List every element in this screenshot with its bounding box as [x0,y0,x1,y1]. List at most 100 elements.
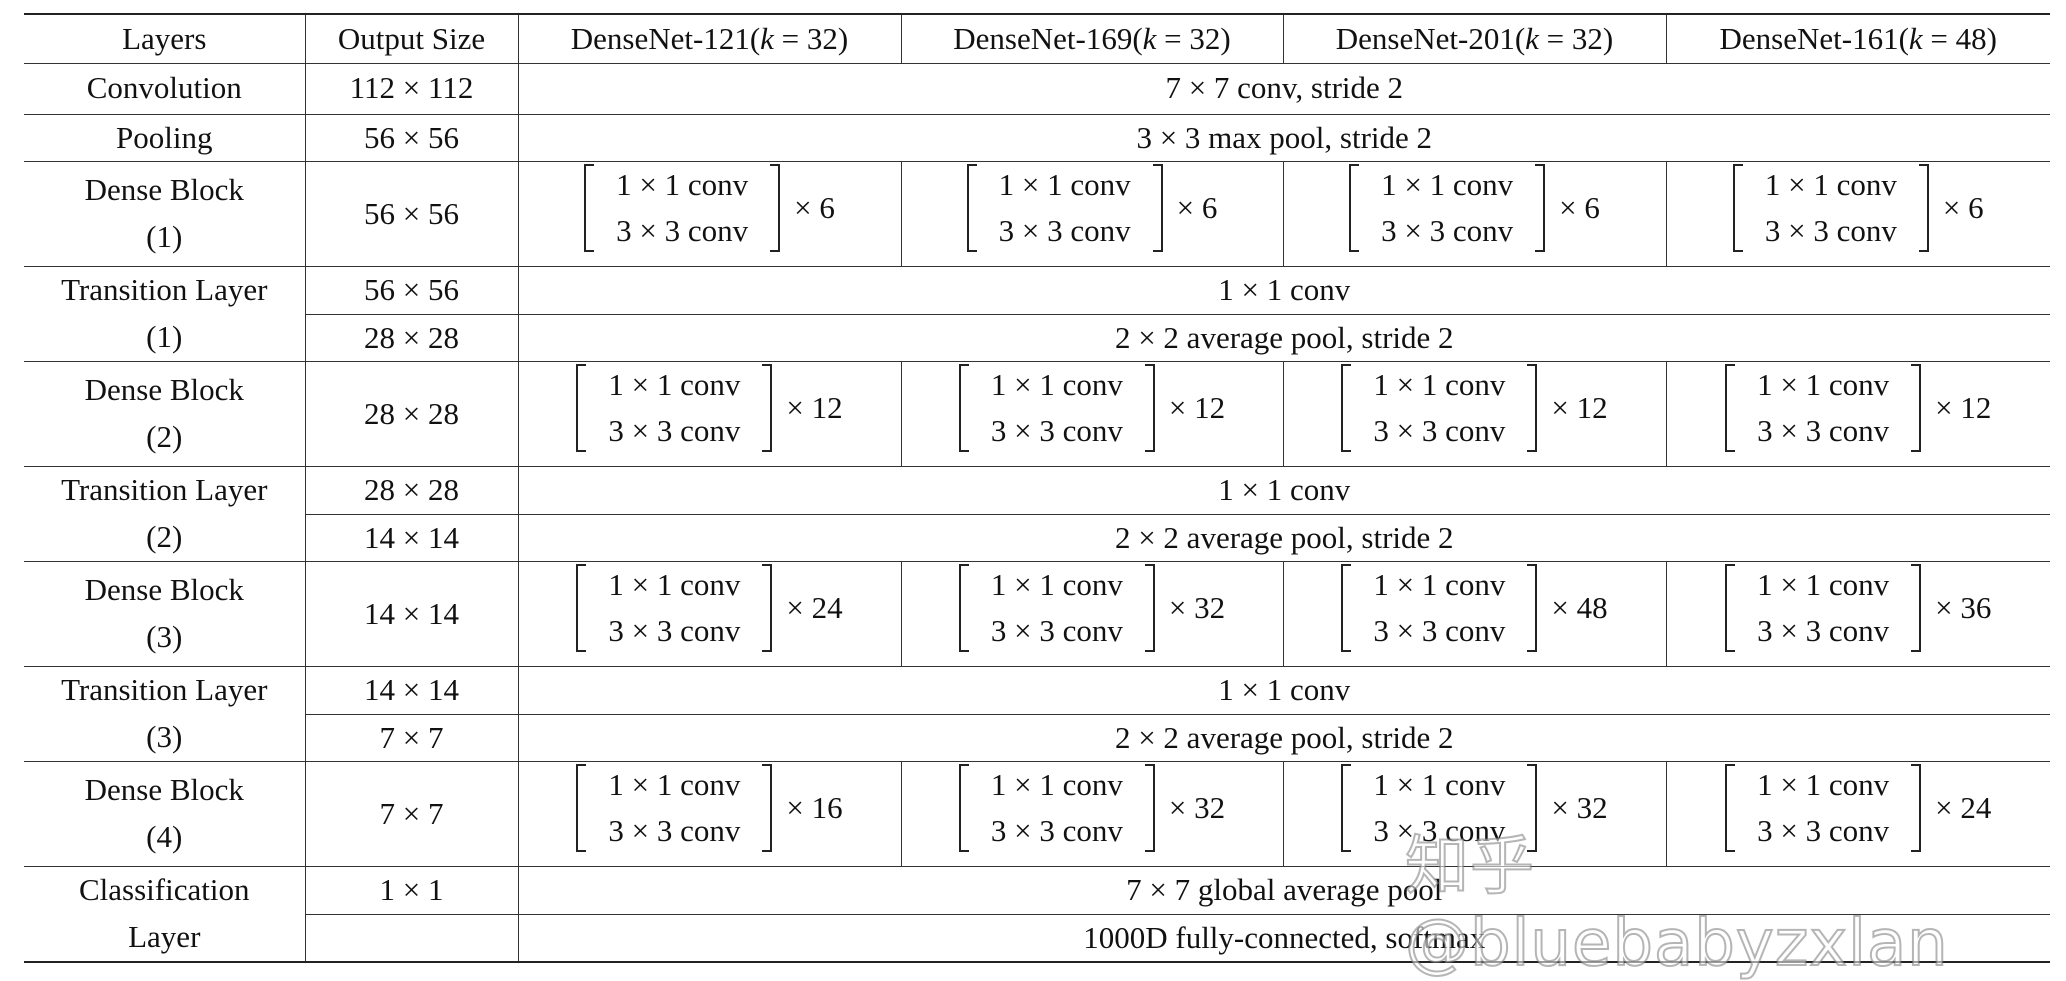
model-name: DenseNet-161 [1719,20,1899,56]
layer-name: (1) [24,314,306,362]
bracket-matrix: 1 × 1 conv 3 × 3 conv × 12 [1341,362,1608,454]
conv-3x3: 3 × 3 conv [1757,613,1890,648]
conv-1x1: 1 × 1 conv [608,567,741,602]
conv-1x1: 1 × 1 conv [990,367,1123,402]
layer-name-line: (4) [146,818,183,854]
repeat-count: × 48 [1551,589,1608,625]
output-size: 56 × 56 [304,161,519,267]
repeat-count: × 32 [1168,589,1226,625]
model-name: DenseNet-121 [570,20,750,56]
dense-block-config: 1 × 1 conv 3 × 3 conv × 12 [1282,361,1667,467]
right-bracket [1527,764,1538,852]
conv-3x3: 3 × 3 conv [608,813,741,848]
left-bracket [966,164,977,252]
header-model: DenseNet-121(k = 32) [517,13,902,64]
layer-name-line: (1) [146,218,183,254]
dense-block-config: 1 × 1 conv 3 × 3 conv × 6 [1282,161,1667,267]
repeat-count: × 24 [786,589,843,625]
layer-name: Dense Block (3) [24,561,306,667]
output-size: 28 × 28 [304,361,519,467]
matrix-entries: 1 × 1 conv 3 × 3 conv [586,762,762,854]
conv-3x3: 3 × 3 conv [990,613,1123,648]
bracket-matrix: 1 × 1 conv 3 × 3 conv × 48 [1341,562,1608,654]
dense-block-config: 1 × 1 conv 3 × 3 conv × 32 [900,561,1284,667]
output-size: 14 × 14 [304,513,519,562]
conv-3x3: 3 × 3 conv [608,613,741,648]
bracket-matrix: 1 × 1 conv 3 × 3 conv × 12 [576,362,843,454]
conv-3x3: 3 × 3 conv [990,413,1123,448]
bracket-matrix: 1 × 1 conv 3 × 3 conv × 12 [1725,362,1991,454]
bracket-matrix: 1 × 1 conv 3 × 3 conv × 6 [966,162,1217,254]
layer-name: Pooling [24,113,306,162]
conv-3x3: 3 × 3 conv [1757,413,1890,448]
layer-config: 7 × 7 global average pool [517,865,2050,915]
matrix-entries: 1 × 1 conv 3 × 3 conv [586,362,762,454]
left-bracket [1725,364,1736,452]
k-symbol: k [1525,20,1539,56]
right-bracket [1152,164,1163,252]
left-bracket [1349,164,1360,252]
right-bracket [770,164,781,252]
repeat-count: × 12 [1168,389,1226,425]
dense-block-config: 1 × 1 conv 3 × 3 conv × 6 [517,161,902,267]
dense-block-config: 1 × 1 conv 3 × 3 conv × 16 [517,761,902,867]
matrix-entries: 1 × 1 conv 3 × 3 conv [1351,762,1527,854]
dense-block-config: 1 × 1 conv 3 × 3 conv × 12 [1665,361,2050,467]
layer-name: Layer [24,914,306,963]
k-symbol: k [1908,20,1923,56]
dense-block-config: 1 × 1 conv 3 × 3 conv × 36 [1665,561,2050,667]
bracket-matrix: 1 × 1 conv 3 × 3 conv × 12 [958,362,1226,454]
conv-1x1: 1 × 1 conv [608,367,741,402]
model-name: DenseNet-201 [1335,20,1515,56]
layer-name-line: (3) [146,618,183,654]
right-bracket [1911,564,1922,652]
conv-3x3: 3 × 3 conv [1381,213,1514,248]
growth-rate: 48 [1955,20,1987,56]
layer-config: 1 × 1 conv [517,265,2050,315]
repeat-count: × 16 [786,789,843,825]
dense-block-config: 1 × 1 conv 3 × 3 conv × 6 [1665,161,2050,267]
layer-config: 1 × 1 conv [517,465,2050,515]
dense-block-config: 1 × 1 conv 3 × 3 conv × 24 [517,561,902,667]
layer-name-line: (2) [146,418,183,454]
header-model: DenseNet-161(k = 48) [1665,13,2050,64]
matrix-entries: 1 × 1 conv 3 × 3 conv [1743,162,1919,254]
conv-1x1: 1 × 1 conv [1757,367,1890,402]
repeat-count: × 32 [1551,789,1608,825]
matrix-entries: 1 × 1 conv 3 × 3 conv [969,562,1145,654]
left-bracket [1732,164,1743,252]
growth-rate: 32 [1571,20,1603,56]
conv-3x3: 3 × 3 conv [1373,813,1506,848]
conv-3x3: 3 × 3 conv [990,813,1123,848]
dense-block-config: 1 × 1 conv 3 × 3 conv × 32 [1282,761,1667,867]
conv-3x3: 3 × 3 conv [1373,413,1506,448]
layer-name: Dense Block (2) [24,361,306,467]
k-symbol: k [1142,20,1157,56]
header-layers: Layers [24,13,306,64]
output-size: 28 × 28 [304,313,519,362]
layer-name: Convolution [24,62,306,115]
output-size: 7 × 7 [304,761,519,867]
header-output-size: Output Size [304,13,519,64]
output-size: 56 × 56 [304,265,519,315]
bracket-matrix: 1 × 1 conv 3 × 3 conv × 16 [576,762,843,854]
conv-1x1: 1 × 1 conv [998,167,1131,202]
repeat-count: × 36 [1935,589,1992,625]
conv-1x1: 1 × 1 conv [608,767,741,802]
left-bracket [958,564,969,652]
dense-block-config: 1 × 1 conv 3 × 3 conv × 48 [1282,561,1667,667]
layer-name: (2) [24,514,306,562]
layer-name: Transition Layer [24,665,306,714]
table-row: Transition Layer 56 × 56 1 × 1 conv [24,265,2050,315]
layer-name: Transition Layer [24,265,306,314]
repeat-count: × 6 [1942,189,1984,225]
conv-1x1: 1 × 1 conv [1373,767,1506,802]
right-bracket [762,764,773,852]
matrix-entries: 1 × 1 conv 3 × 3 conv [594,162,770,254]
conv-1x1: 1 × 1 conv [1764,167,1897,202]
conv-3x3: 3 × 3 conv [1373,613,1506,648]
table-row: (1) 28 × 28 2 × 2 average pool, stride 2 [24,313,2050,362]
dense-block-config: 1 × 1 conv 3 × 3 conv × 12 [900,361,1284,467]
left-bracket [584,164,595,252]
